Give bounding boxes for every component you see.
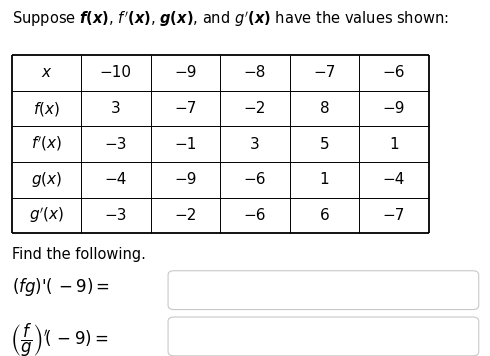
Text: 6: 6 (319, 208, 329, 223)
Text: 3: 3 (250, 137, 260, 152)
Text: −9: −9 (383, 101, 405, 116)
Text: −2: −2 (174, 208, 196, 223)
Text: −3: −3 (104, 137, 127, 152)
Text: −4: −4 (383, 172, 405, 187)
Text: $f'(x)$: $f'(x)$ (31, 135, 62, 153)
Text: −7: −7 (383, 208, 405, 223)
FancyBboxPatch shape (168, 317, 479, 356)
Text: 5: 5 (319, 137, 329, 152)
Text: Find the following.: Find the following. (12, 247, 146, 262)
Text: −6: −6 (244, 172, 266, 187)
Text: 1: 1 (319, 172, 329, 187)
Text: −7: −7 (174, 101, 196, 116)
Text: $x$: $x$ (41, 66, 52, 80)
Text: Suppose $\boldsymbol{f(x)}$, $\boldsymbol{f'(x)}$, $\boldsymbol{g(x)}$, and $\bo: Suppose $\boldsymbol{f(x)}$, $\boldsymbo… (12, 9, 449, 28)
FancyBboxPatch shape (168, 271, 479, 310)
Text: 8: 8 (319, 101, 329, 116)
Text: −10: −10 (100, 66, 132, 80)
Text: −8: −8 (244, 66, 266, 80)
Text: −6: −6 (383, 66, 405, 80)
Text: $g'(x)$: $g'(x)$ (29, 205, 64, 225)
Text: 1: 1 (389, 137, 399, 152)
Text: −2: −2 (244, 101, 266, 116)
Text: $f(x)$: $f(x)$ (33, 100, 60, 117)
Text: −3: −3 (104, 208, 127, 223)
Text: $\left(\dfrac{f}{g}\right)'\!(\,-9) =$: $\left(\dfrac{f}{g}\right)'\!(\,-9) =$ (10, 322, 108, 356)
Text: $(fg)$'$(\,-9) =$: $(fg)$'$(\,-9) =$ (12, 276, 110, 298)
Text: −4: −4 (104, 172, 127, 187)
Text: −1: −1 (174, 137, 196, 152)
Text: −9: −9 (174, 66, 196, 80)
Text: $g(x)$: $g(x)$ (31, 170, 62, 189)
Text: 3: 3 (111, 101, 121, 116)
Text: −7: −7 (313, 66, 336, 80)
Text: −9: −9 (174, 172, 196, 187)
Text: −6: −6 (244, 208, 266, 223)
